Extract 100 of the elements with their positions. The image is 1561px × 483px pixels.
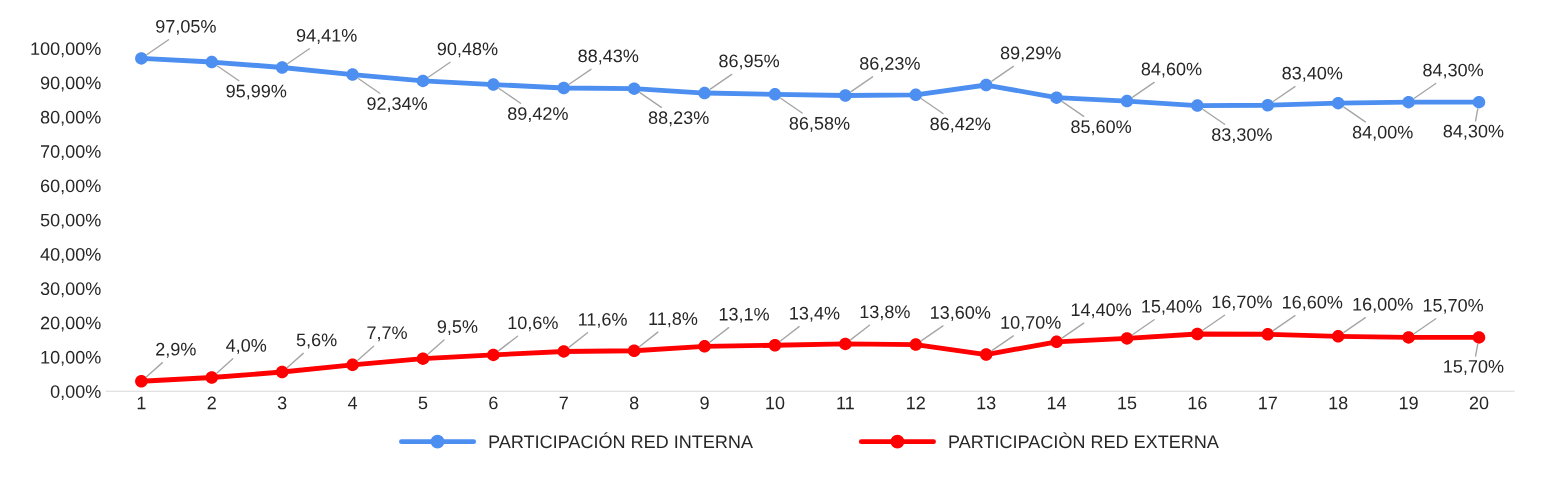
point (979, 78, 993, 92)
y-tick-label: 30,00% (40, 282, 101, 298)
data-label: 15,40% (1142, 299, 1202, 315)
x-tick-label: 11 (837, 396, 854, 410)
point (1261, 328, 1275, 341)
point (1472, 95, 1486, 109)
data-label: 84,00% (1352, 125, 1413, 141)
x-tick-label: 19 (1399, 396, 1418, 410)
y-tick-label: 40,00% (40, 247, 101, 263)
data-label: 84,60% (1141, 62, 1202, 78)
x-tick-label: 5 (418, 396, 428, 410)
point (557, 81, 571, 95)
point (1331, 330, 1345, 343)
point (698, 340, 711, 353)
y-tick-label: 100,00% (31, 42, 101, 58)
x-tick-label: 18 (1329, 396, 1348, 410)
x-tick-label: 10 (766, 396, 785, 410)
data-label: 94,41% (296, 28, 357, 44)
data-label: 4,0% (226, 339, 267, 354)
point (346, 68, 359, 81)
x-tick-label: 16 (1188, 396, 1207, 410)
data-label: 89,42% (508, 107, 568, 123)
data-label: 13,4% (790, 306, 840, 322)
x-tick-label: 8 (629, 396, 639, 410)
data-label: 15,70% (1444, 360, 1504, 375)
data-label: 10,70% (1001, 316, 1061, 331)
x-tick-label: 6 (489, 396, 498, 410)
data-label: 92,34% (367, 97, 428, 113)
x-tick-label: 4 (347, 396, 358, 410)
y-tick-label: 60,00% (40, 179, 101, 195)
y-tick-label: 90,00% (40, 76, 101, 92)
data-label: 9,5% (437, 320, 478, 336)
x-tick-label: 1 (137, 396, 146, 410)
y-tick-label: 20,00% (40, 316, 101, 332)
legend-label: PARTICIPACIÓN RED INTERNA (489, 432, 753, 449)
point (346, 358, 359, 372)
data-label: 13,8% (860, 305, 910, 321)
data-label: 95,99% (226, 84, 287, 100)
x-tick-label: 9 (700, 396, 709, 410)
point (839, 337, 852, 351)
data-label: 13,1% (719, 307, 769, 323)
data-label: 83,40% (1282, 66, 1343, 82)
data-label: 2,9% (156, 342, 196, 358)
x-tick-label: 20 (1469, 396, 1489, 410)
x-tick-label: 3 (277, 396, 287, 410)
x-tick-label: 2 (207, 396, 216, 410)
data-label: 15,70% (1423, 298, 1484, 314)
y-tick-label: 50,00% (40, 213, 101, 229)
y-tick-label: 10,00% (41, 350, 101, 366)
x-tick-label: 7 (559, 396, 568, 410)
point (487, 348, 500, 362)
point (135, 52, 148, 65)
data-label: 89,29% (1000, 46, 1061, 62)
data-label: 16,70% (1212, 295, 1272, 311)
y-tick-label: 70,00% (40, 145, 101, 161)
point (1050, 91, 1063, 104)
data-label: 14,40% (1071, 303, 1132, 319)
y-tick-label: 0,00% (50, 385, 101, 401)
data-label: 7,7% (367, 326, 407, 342)
data-label: 86,58% (789, 116, 850, 132)
data-label: 86,95% (719, 54, 780, 70)
x-tick-label: 14 (1047, 396, 1067, 410)
point (768, 88, 782, 101)
point (557, 345, 571, 358)
point (135, 375, 148, 388)
data-label: 88,43% (578, 49, 639, 65)
point (275, 61, 289, 74)
point (979, 348, 993, 361)
data-label: 84,30% (1443, 124, 1504, 140)
data-label: 90,48% (437, 42, 498, 58)
data-label: 16,60% (1283, 295, 1343, 311)
x-tick-label: 12 (907, 396, 925, 410)
point (1331, 96, 1345, 110)
point (1050, 335, 1063, 349)
point (1120, 332, 1134, 345)
data-label: 5,6% (296, 333, 337, 349)
data-label: 13,60% (931, 306, 991, 322)
point (909, 338, 923, 351)
point (839, 89, 852, 102)
point (698, 86, 711, 100)
x-tick-label: 15 (1118, 396, 1137, 410)
point (1472, 331, 1486, 344)
data-label: 88,23% (648, 111, 709, 127)
point (909, 88, 923, 102)
point (627, 344, 641, 358)
y-tick-label: 80,00% (40, 110, 101, 126)
point (205, 371, 218, 384)
data-label: 86,23% (860, 57, 920, 72)
data-label: 86,42% (930, 117, 991, 133)
data-label: 97,05% (156, 19, 216, 35)
legend-label: PARTICIPACIÒN RED EXTERNA (949, 432, 1219, 449)
point (416, 74, 430, 88)
point (768, 339, 782, 352)
point (1120, 94, 1134, 108)
point (1402, 95, 1415, 109)
point (205, 55, 218, 69)
point (275, 365, 289, 379)
data-label: 85,60% (1071, 120, 1132, 136)
point (1191, 99, 1204, 112)
data-label: 84,30% (1423, 63, 1484, 79)
